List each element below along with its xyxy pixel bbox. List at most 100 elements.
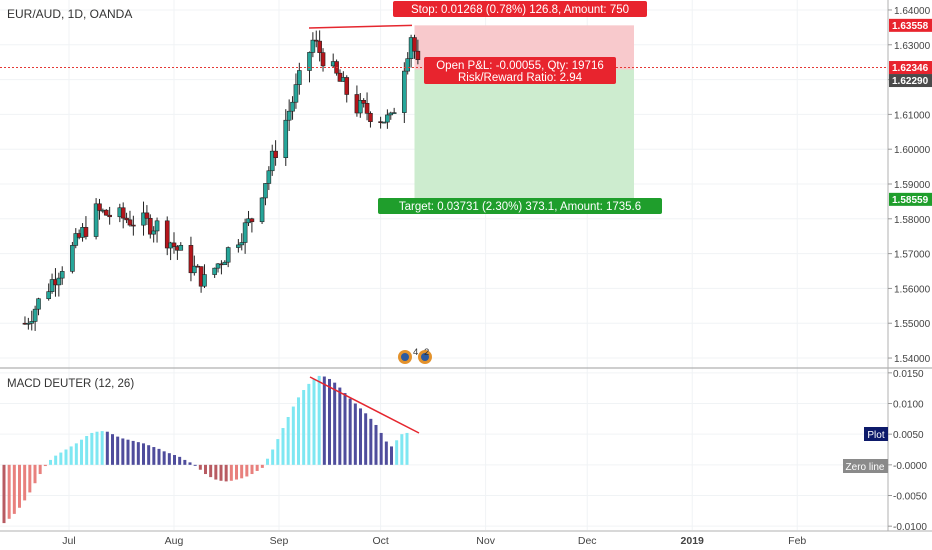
candle[interactable]: [357, 93, 363, 118]
target-label-box[interactable]: Target: 0.03731 (2.30%) 373.1, Amount: 1…: [378, 198, 662, 214]
histogram-bar: [33, 464, 37, 484]
candle[interactable]: [412, 34, 417, 59]
candle[interactable]: [212, 267, 217, 278]
price-tick-label: 1.58000: [894, 215, 931, 226]
candle[interactable]: [93, 198, 99, 240]
candle[interactable]: [361, 98, 366, 108]
candle[interactable]: [269, 144, 275, 176]
candle[interactable]: [286, 99, 292, 132]
candle[interactable]: [202, 264, 207, 288]
candle[interactable]: [103, 209, 109, 216]
candle[interactable]: [263, 183, 268, 206]
candle[interactable]: [297, 62, 302, 95]
candle[interactable]: [381, 121, 387, 124]
candle[interactable]: [120, 202, 126, 229]
candle[interactable]: [26, 317, 31, 330]
candle[interactable]: [151, 226, 156, 243]
candle[interactable]: [147, 214, 153, 239]
histogram-bar: [266, 458, 269, 465]
candle[interactable]: [56, 272, 62, 297]
candle[interactable]: [192, 255, 197, 276]
histogram-bar: [255, 464, 259, 471]
candle-body: [36, 298, 41, 310]
price-badge-current[interactable]: 1.62346: [889, 61, 932, 75]
candle-body: [192, 265, 197, 274]
price-tick-label: 1.59000: [894, 180, 931, 191]
candle-body: [49, 279, 55, 292]
time-tick-label: Dec: [578, 535, 597, 547]
candle[interactable]: [225, 246, 231, 268]
candle[interactable]: [222, 260, 228, 266]
candle[interactable]: [242, 218, 248, 254]
candle[interactable]: [388, 111, 394, 120]
candle[interactable]: [46, 283, 51, 301]
candle[interactable]: [293, 73, 299, 109]
pnl-label-box[interactable]: Open P&L: -0.00055, Qty: 19716 Risk/Rewa…: [424, 57, 616, 84]
candle[interactable]: [405, 52, 411, 75]
candle[interactable]: [29, 310, 35, 331]
histogram-bar: [100, 431, 104, 465]
candle[interactable]: [266, 166, 272, 191]
macd-trendline[interactable]: [309, 376, 420, 434]
histogram-bar: [126, 439, 130, 465]
price-badge-stop[interactable]: 1.63558: [889, 18, 932, 32]
histogram-bar: [214, 464, 218, 480]
candle[interactable]: [141, 201, 146, 236]
pnl-label: Open P&L: -0.00055, Qty: 19716: [436, 60, 604, 72]
candle[interactable]: [307, 51, 312, 83]
candle[interactable]: [32, 305, 38, 331]
candle[interactable]: [236, 239, 241, 253]
candle[interactable]: [144, 205, 150, 226]
candle[interactable]: [154, 217, 160, 243]
candle[interactable]: [364, 92, 370, 121]
candle[interactable]: [391, 107, 397, 114]
candle[interactable]: [70, 241, 75, 274]
candle-body: [297, 70, 302, 85]
candle[interactable]: [73, 228, 79, 249]
candle[interactable]: [36, 297, 41, 316]
histogram-bar: [152, 447, 156, 465]
candle[interactable]: [215, 263, 221, 273]
histogram-bar: [260, 464, 264, 468]
candle[interactable]: [313, 30, 319, 48]
candle[interactable]: [59, 266, 65, 285]
price-trendline[interactable]: [308, 24, 413, 29]
zero-line-badge[interactable]: Zero line: [843, 459, 888, 473]
candle[interactable]: [283, 109, 289, 166]
candle[interactable]: [249, 217, 255, 233]
candle[interactable]: [131, 215, 136, 236]
plot-badge[interactable]: Plot: [864, 427, 888, 441]
candle[interactable]: [317, 30, 322, 62]
candle[interactable]: [344, 75, 350, 103]
candle[interactable]: [310, 32, 316, 58]
candle[interactable]: [273, 140, 278, 166]
candle[interactable]: [178, 242, 184, 251]
histogram-bar: [209, 464, 213, 478]
candle[interactable]: [290, 96, 295, 120]
price-tick-label: 1.60000: [894, 145, 931, 156]
histogram-bar: [173, 455, 176, 465]
candle[interactable]: [49, 273, 55, 294]
candle[interactable]: [164, 216, 170, 256]
target-zone[interactable]: [414, 69, 634, 200]
candle[interactable]: [83, 216, 89, 240]
candle[interactable]: [320, 48, 326, 72]
candle[interactable]: [107, 206, 112, 225]
candle[interactable]: [259, 197, 265, 225]
price-badge-target[interactable]: 1.58559: [889, 192, 932, 206]
candle[interactable]: [124, 212, 129, 224]
candle[interactable]: [188, 236, 194, 282]
candle[interactable]: [239, 233, 245, 251]
price-badge-entry[interactable]: 1.62290: [889, 74, 932, 88]
candle[interactable]: [402, 62, 407, 123]
candle[interactable]: [368, 111, 373, 128]
candle[interactable]: [127, 210, 133, 227]
stop-label-box[interactable]: Stop: 0.01268 (0.78%) 126.8, Amount: 750: [393, 1, 647, 17]
candle[interactable]: [415, 39, 421, 65]
candle-body: [103, 209, 109, 216]
candle[interactable]: [97, 198, 102, 220]
candle[interactable]: [385, 109, 390, 129]
candle[interactable]: [171, 232, 177, 254]
events-badge[interactable]: 4 2: [398, 347, 432, 364]
